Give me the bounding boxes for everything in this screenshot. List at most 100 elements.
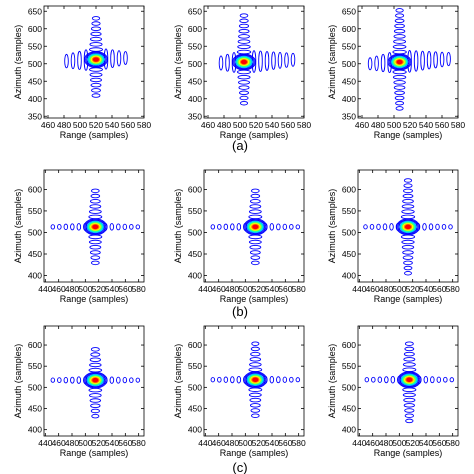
x-tick-label: 460: [201, 120, 215, 130]
x-tick-label: 500: [392, 284, 406, 294]
y-tick-label: 600: [28, 24, 42, 34]
azimuth-sidelobe: [403, 397, 416, 403]
y-tick-label: 500: [188, 382, 202, 392]
contour-plot: [50, 188, 141, 266]
main-lobe-contour: [387, 53, 412, 71]
main-lobe-contour: [397, 371, 422, 389]
range-sidelobe: [439, 51, 445, 68]
azimuth-sidelobe: [392, 44, 407, 50]
main-lobe-contour: [243, 218, 268, 236]
main-lobe-contour: [397, 219, 419, 235]
azimuth-sidelobe: [400, 214, 416, 220]
main-lobe-contour: [83, 218, 108, 236]
x-tick-label: 500: [233, 120, 247, 130]
range-sidelobe: [389, 223, 394, 231]
main-lobe-contour: [232, 53, 256, 71]
range-sidelobe: [57, 377, 62, 384]
y-tick-label: 450: [28, 249, 42, 259]
x-tick-label: 580: [297, 120, 311, 130]
y-axis-label: Azimuth (samples): [13, 189, 23, 264]
y-tick-label: 400: [342, 425, 356, 435]
azimuth-sidelobe: [401, 245, 415, 250]
range-sidelobe: [369, 223, 375, 230]
azimuth-sidelobe: [89, 36, 103, 42]
x-tick-label: 500: [78, 284, 92, 294]
x-tick-label: 580: [292, 284, 306, 294]
range-sidelobe: [271, 51, 276, 70]
main-lobe-contour: [84, 219, 107, 235]
y-tick-label: 450: [188, 76, 202, 86]
azimuth-sidelobe: [90, 352, 101, 357]
x-tick-label: 560: [281, 120, 295, 130]
x-tick-label: 440: [352, 284, 366, 294]
main-lobe-contour: [92, 57, 100, 62]
azimuth-sidelobe: [393, 28, 406, 34]
x-tick-label: 480: [225, 438, 239, 448]
azimuth-sidelobe: [250, 260, 260, 266]
range-sidelobe: [236, 223, 242, 231]
azimuth-sidelobe: [400, 234, 416, 240]
range-sidelobe: [50, 377, 56, 383]
x-tick-label: 560: [278, 284, 292, 294]
x-tick-label: 580: [292, 438, 306, 448]
y-tick-label: 600: [28, 340, 42, 350]
y-tick-label: 500: [342, 227, 356, 237]
azimuth-sidelobe: [88, 234, 103, 240]
x-tick-label: 580: [446, 284, 460, 294]
y-tick-label: 500: [28, 59, 42, 69]
main-lobe-contour: [243, 371, 268, 389]
contour-plot: [210, 341, 301, 418]
y-tick-label: 450: [342, 249, 356, 259]
y-axis-label: Azimuth (samples): [13, 25, 23, 100]
x-tick-label: 540: [265, 284, 279, 294]
y-tick-label: 450: [342, 76, 356, 86]
main-lobe-contour: [245, 372, 266, 387]
y-tick-label: 600: [28, 184, 42, 194]
y-tick-label: 400: [188, 94, 202, 104]
y-tick-label: 450: [188, 249, 202, 259]
azimuth-sidelobe: [239, 18, 249, 24]
y-tick-label: 450: [342, 404, 356, 414]
azimuth-sidelobe: [88, 387, 103, 393]
range-sidelobe: [430, 376, 435, 384]
x-axis-label: Range (samples): [60, 130, 129, 140]
azimuth-sidelobe: [237, 44, 251, 50]
x-tick-label: 540: [105, 284, 119, 294]
y-tick-label: 550: [28, 41, 42, 51]
azimuth-sidelobe: [403, 403, 415, 408]
x-tick-label: 480: [57, 120, 71, 130]
azimuth-sidelobe: [249, 397, 262, 403]
azimuth-sidelobe: [250, 346, 260, 352]
azimuth-sidelobe: [392, 49, 407, 55]
azimuth-sidelobe: [237, 69, 251, 75]
azimuth-sidelobe: [403, 357, 416, 362]
range-sidelobe: [367, 57, 373, 71]
range-sidelobe: [276, 223, 281, 231]
main-lobe-contour: [404, 224, 412, 230]
azimuth-sidelobe: [404, 341, 414, 346]
azimuth-sidelobe: [249, 199, 261, 204]
x-tick-label: 500: [387, 120, 401, 130]
azimuth-sidelobe: [393, 85, 406, 90]
y-tick-label: 550: [342, 41, 356, 51]
axes-box: [203, 5, 305, 119]
x-tick-label: 560: [432, 284, 446, 294]
axes-box: [357, 5, 459, 119]
azimuth-sidelobe: [237, 80, 251, 85]
range-sidelobe: [57, 223, 62, 230]
azimuth-sidelobe: [394, 23, 405, 29]
main-lobe-contour: [245, 219, 266, 234]
y-tick-label: 600: [188, 184, 202, 194]
range-sidelobe: [376, 223, 381, 231]
y-tick-label: 450: [188, 404, 202, 414]
caption-row-c: (c): [232, 460, 247, 474]
azimuth-sidelobe: [248, 209, 262, 214]
y-tick-label: 650: [342, 6, 356, 16]
axes-box: [43, 325, 145, 437]
panel-2-1: 440 460 480 500 520 540 560 580400450500550600R…: [13, 169, 146, 304]
contour-plot: [210, 188, 301, 266]
azimuth-sidelobe: [89, 362, 102, 368]
azimuth-sidelobe: [392, 69, 407, 75]
range-sidelobe: [236, 375, 242, 384]
range-sidelobe: [264, 51, 270, 71]
